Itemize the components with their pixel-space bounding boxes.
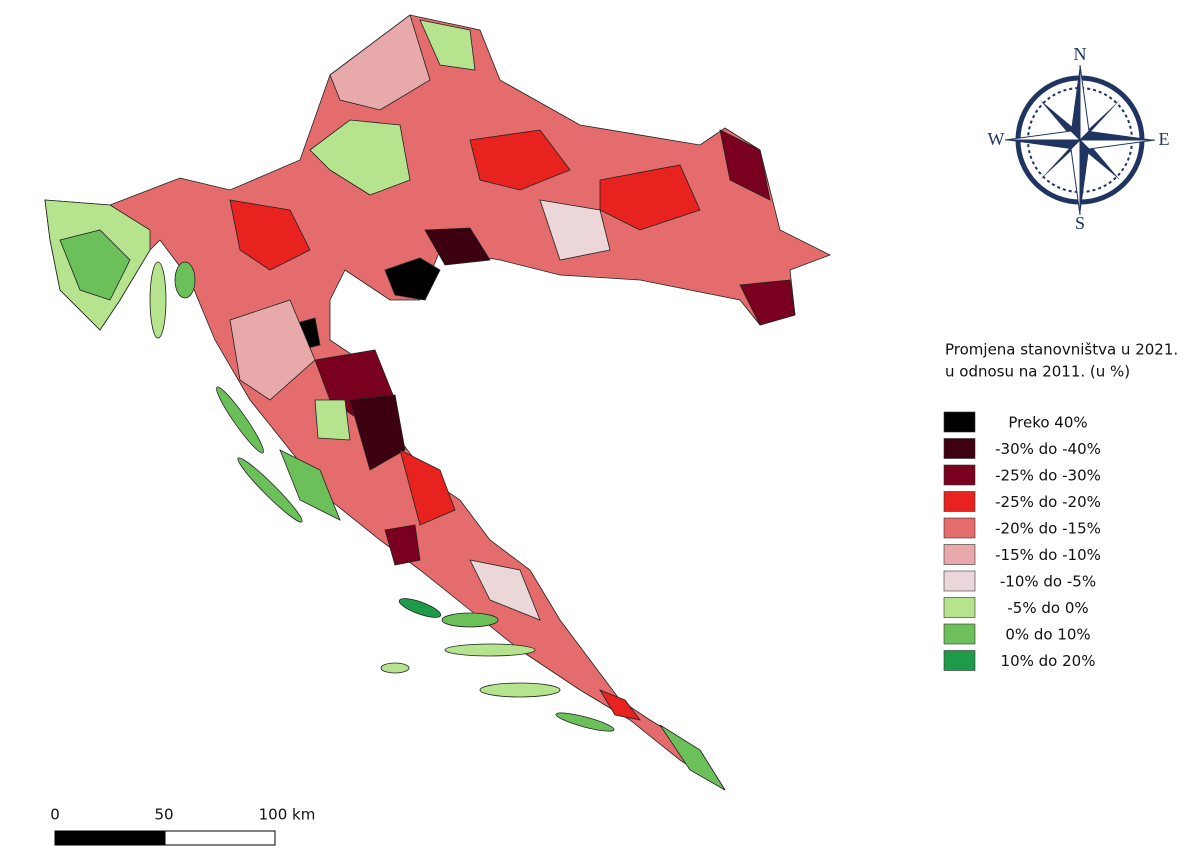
legend-swatch xyxy=(943,544,976,565)
region xyxy=(349,394,406,471)
region xyxy=(469,559,541,621)
legend: Promjena stanovništva u 2021. u odnosu na… xyxy=(943,341,1178,671)
region xyxy=(659,724,726,791)
region xyxy=(539,199,611,261)
compass-s: S xyxy=(1075,213,1085,233)
island xyxy=(380,662,410,674)
island xyxy=(555,712,615,732)
island xyxy=(174,261,196,299)
region xyxy=(599,164,701,231)
legend-label: -15% do -10% xyxy=(995,546,1101,564)
region xyxy=(384,524,421,566)
compass: N E S W xyxy=(988,44,1170,233)
map xyxy=(44,14,831,791)
legend-swatch xyxy=(943,650,976,671)
region xyxy=(739,279,796,326)
island xyxy=(216,386,264,454)
legend-swatch xyxy=(943,570,976,592)
island xyxy=(398,598,442,618)
island xyxy=(479,682,561,698)
region xyxy=(424,227,491,266)
region xyxy=(384,257,441,301)
region xyxy=(309,119,411,196)
region xyxy=(599,689,641,721)
scale-bar: 0 50 100 km xyxy=(50,806,315,846)
compass-w: W xyxy=(988,129,1005,149)
legend-swatch xyxy=(943,623,976,645)
region xyxy=(59,229,131,301)
island xyxy=(444,643,536,657)
region xyxy=(229,299,316,401)
legend-title: Promjena stanovništva u 2021. xyxy=(945,341,1178,359)
region xyxy=(399,449,456,526)
region xyxy=(329,14,431,111)
compass-e: E xyxy=(1159,129,1170,149)
legend-swatch xyxy=(943,438,976,459)
region xyxy=(279,449,341,521)
region xyxy=(719,129,771,201)
legend-swatch xyxy=(943,517,976,539)
country-outline xyxy=(44,14,831,791)
region xyxy=(419,19,476,71)
legend-swatch xyxy=(943,464,976,486)
legend-label: -10% do -5% xyxy=(1000,573,1096,591)
scale-label: 50 xyxy=(154,806,173,824)
legend-title: u odnosu na 2011. (u %) xyxy=(945,363,1130,381)
legend-swatch xyxy=(943,491,976,512)
legend-label: Preko 40% xyxy=(1008,414,1087,432)
region xyxy=(229,199,311,271)
legend-label: 10% do 20% xyxy=(1001,652,1096,670)
island xyxy=(441,612,499,628)
legend-swatch xyxy=(943,597,976,618)
island xyxy=(237,457,303,523)
compass-n: N xyxy=(1074,44,1087,64)
legend-label: 0% do 10% xyxy=(1005,626,1090,644)
legend-label: -5% do 0% xyxy=(1007,599,1088,617)
region xyxy=(469,129,571,191)
legend-label: -25% do -20% xyxy=(995,493,1101,511)
scale-label: 0 xyxy=(50,806,60,824)
legend-swatch xyxy=(943,411,976,433)
legend-label: -30% do -40% xyxy=(995,440,1101,458)
island xyxy=(149,261,167,339)
region xyxy=(314,399,351,441)
legend-label: -25% do -30% xyxy=(995,467,1101,485)
legend-label: -20% do -15% xyxy=(995,520,1101,538)
scale-label: 100 km xyxy=(259,806,316,824)
